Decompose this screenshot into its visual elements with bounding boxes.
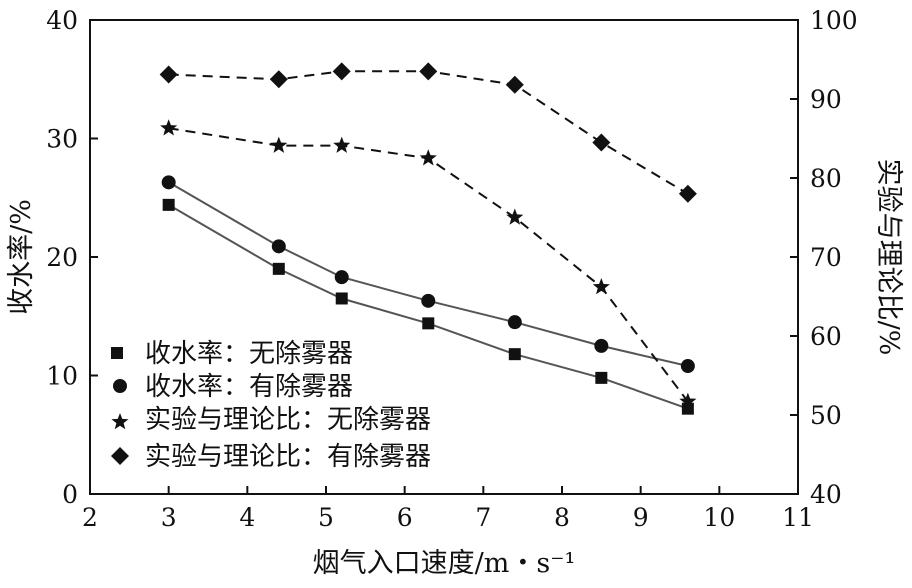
y-left-tick-label: 30: [46, 125, 78, 154]
data-point-series-4: [678, 184, 697, 203]
legend: 收水率：无除雾器 收水率：有除雾器 实验与理论比：无除雾器 实验与理论比：有除雾…: [111, 339, 431, 472]
y-right-tick-label: 90: [810, 85, 842, 114]
data-point-series-1: [272, 262, 285, 275]
y-right-tick-label: 40: [810, 480, 842, 509]
data-point-series-2: [594, 338, 609, 353]
x-tick-label: 5: [318, 503, 334, 532]
y-right-tick-label: 100: [810, 6, 858, 35]
y-left-tick-label: 0: [62, 480, 78, 509]
data-point-series-3: [333, 136, 351, 153]
y-left-axis-label: 收水率/%: [6, 199, 37, 315]
y-left-tick-label: 10: [46, 362, 78, 391]
data-point-series-1: [422, 317, 435, 330]
data-point-series-3: [592, 278, 610, 295]
data-point-series-4: [505, 75, 524, 94]
legend-item-3: 实验与理论比：无除雾器: [111, 405, 431, 435]
y-left-tick-label: 40: [46, 6, 78, 35]
x-tick-label: 10: [703, 503, 735, 532]
legend-marker-diamond: [111, 447, 129, 465]
y-right-tick-label: 60: [810, 322, 842, 351]
legend-item-1: 收水率：无除雾器: [111, 339, 353, 369]
data-point-series-2: [334, 270, 349, 285]
series-layer: [159, 62, 697, 415]
legend-label-1: 收水率：无除雾器: [145, 339, 353, 369]
data-point-series-2: [421, 293, 436, 308]
x-tick-label: 8: [554, 503, 570, 532]
data-point-series-3: [160, 119, 178, 136]
data-point-series-2: [271, 239, 286, 254]
legend-label-3: 实验与理论比：无除雾器: [145, 405, 431, 435]
data-point-series-4: [332, 62, 351, 81]
data-point-series-4: [159, 65, 178, 84]
data-point-series-4: [419, 62, 438, 81]
data-point-series-2: [680, 359, 695, 374]
legend-label-4: 实验与理论比：有除雾器: [145, 442, 431, 472]
data-point-series-2: [161, 175, 176, 190]
data-point-series-2: [507, 315, 522, 330]
x-axis-label: 烟气入口速度/m・s⁻¹: [313, 548, 576, 579]
y-right-axis-label: 实验与理论比/%: [873, 159, 904, 356]
data-point-series-1: [162, 198, 175, 211]
data-point-series-3: [506, 208, 524, 225]
data-point-series-1: [508, 348, 521, 361]
data-point-series-3: [679, 392, 697, 409]
legend-label-2: 收水率：有除雾器: [145, 372, 353, 402]
legend-item-4: 实验与理论比：有除雾器: [111, 442, 431, 472]
data-point-series-4: [592, 133, 611, 152]
x-tick-label: 11: [782, 503, 814, 532]
legend-marker-star: [111, 413, 129, 430]
data-point-series-1: [595, 371, 608, 384]
y-left-tick-label: 20: [46, 243, 78, 272]
data-point-series-3: [419, 149, 437, 166]
x-tick-label: 7: [475, 503, 491, 532]
data-point-series-1: [335, 292, 348, 305]
y-right-tick-label: 80: [810, 164, 842, 193]
data-point-series-3: [270, 136, 288, 153]
legend-item-2: 收水率：有除雾器: [113, 372, 353, 402]
legend-marker-square: [111, 347, 123, 359]
x-tick-label: 6: [397, 503, 413, 532]
x-tick-label: 4: [239, 503, 255, 532]
y-right-tick-label: 50: [810, 401, 842, 430]
series-line-4: [168, 70, 689, 195]
y-right-tick-label: 70: [810, 243, 842, 272]
axis-ticks: 2 3 4 5 6 7 8 9 10 11 0 10 20 30 40 40 50 60 70 80 90 100: [46, 6, 858, 532]
legend-marker-circle: [113, 379, 127, 393]
x-tick-label: 2: [82, 503, 98, 532]
x-tick-label: 9: [633, 503, 649, 532]
x-tick-label: 3: [161, 503, 177, 532]
data-point-series-4: [269, 70, 288, 89]
